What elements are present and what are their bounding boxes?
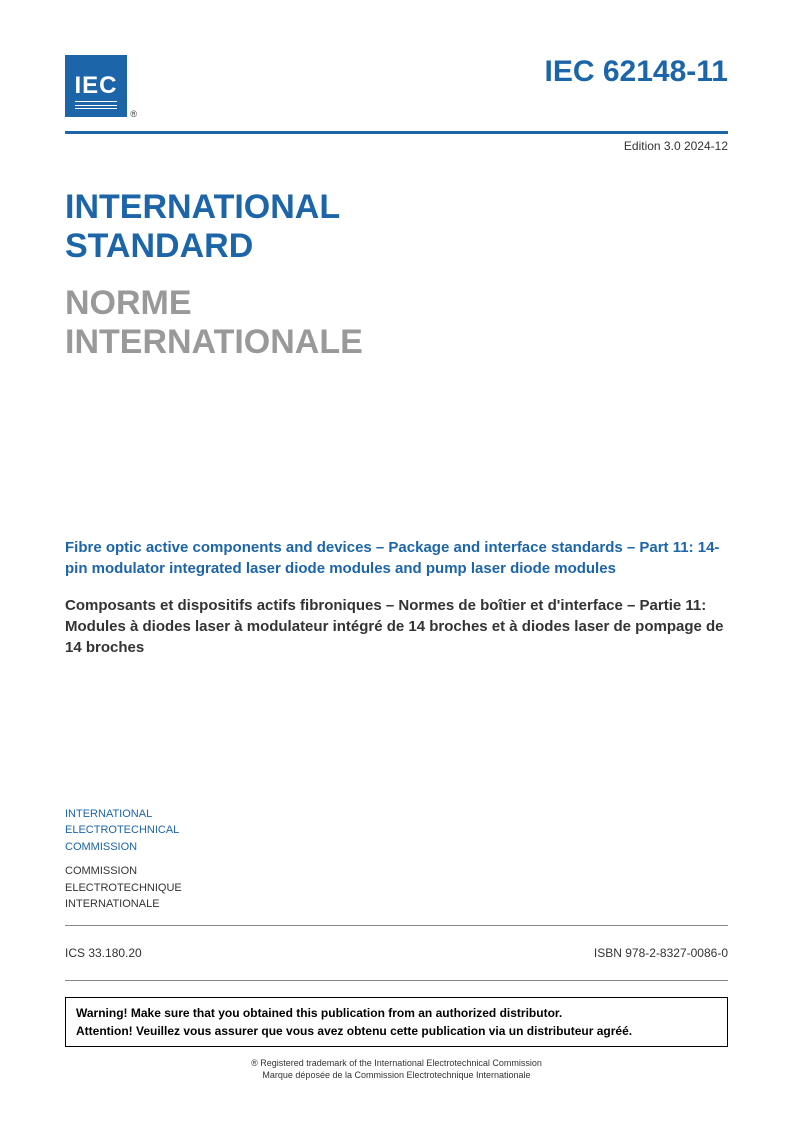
- title-fr-line1: NORME: [65, 284, 192, 322]
- spacer: [65, 658, 728, 805]
- warning-box: Warning! Make sure that you obtained thi…: [65, 997, 728, 1047]
- org-en-line1: INTERNATIONAL: [65, 808, 152, 820]
- main-titles: INTERNATIONAL STANDARD NORME INTERNATION…: [65, 188, 728, 362]
- trademark-english: ® Registered trademark of the Internatio…: [65, 1057, 728, 1070]
- org-english: INTERNATIONAL ELECTROTECHNICAL COMMISSIO…: [65, 806, 728, 856]
- registered-mark: ®: [130, 109, 137, 119]
- document-number: IEC 62148-11: [545, 55, 728, 89]
- iec-logo: IEC ®: [65, 55, 127, 117]
- warning-french: Attention! Veuillez vous assurer que vou…: [76, 1022, 717, 1040]
- title-en-line1: INTERNATIONAL: [65, 188, 340, 226]
- edition-info: Edition 3.0 2024-12: [65, 131, 728, 153]
- isbn-code: ISBN 978-2-8327-0086-0: [594, 946, 728, 960]
- org-fr-line1: COMMISSION: [65, 865, 137, 877]
- warning-english: Warning! Make sure that you obtained thi…: [76, 1004, 717, 1022]
- title-french: NORME INTERNATIONALE: [65, 284, 728, 362]
- subtitle-block: Fibre optic active components and device…: [65, 537, 728, 658]
- subtitle-french: Composants et dispositifs actifs fibroni…: [65, 595, 728, 658]
- org-fr-line2: ELECTROTECHNIQUE: [65, 882, 182, 894]
- title-en-line2: STANDARD: [65, 227, 253, 265]
- org-en-line2: ELECTROTECHNICAL: [65, 824, 179, 836]
- logo-lines-icon: [75, 101, 117, 109]
- meta-row: ICS 33.180.20 ISBN 978-2-8327-0086-0: [65, 946, 728, 960]
- title-english: INTERNATIONAL STANDARD: [65, 188, 728, 266]
- org-fr-line3: INTERNATIONALE: [65, 898, 160, 910]
- logo-text: IEC: [74, 72, 117, 100]
- org-en-line3: COMMISSION: [65, 841, 137, 853]
- header-row: IEC ® IEC 62148-11: [65, 55, 728, 117]
- divider-line-2: [65, 980, 728, 981]
- document-page: IEC ® IEC 62148-11 Edition 3.0 2024-12 I…: [0, 0, 793, 1122]
- organization-block: INTERNATIONAL ELECTROTECHNICAL COMMISSIO…: [65, 806, 728, 913]
- org-french: COMMISSION ELECTROTECHNIQUE INTERNATIONA…: [65, 863, 728, 913]
- trademark-notice: ® Registered trademark of the Internatio…: [65, 1057, 728, 1082]
- divider-line: [65, 925, 728, 926]
- subtitle-english: Fibre optic active components and device…: [65, 537, 728, 579]
- trademark-french: Marque déposée de la Commission Electrot…: [65, 1069, 728, 1082]
- title-fr-line2: INTERNATIONALE: [65, 323, 363, 361]
- ics-code: ICS 33.180.20: [65, 946, 142, 960]
